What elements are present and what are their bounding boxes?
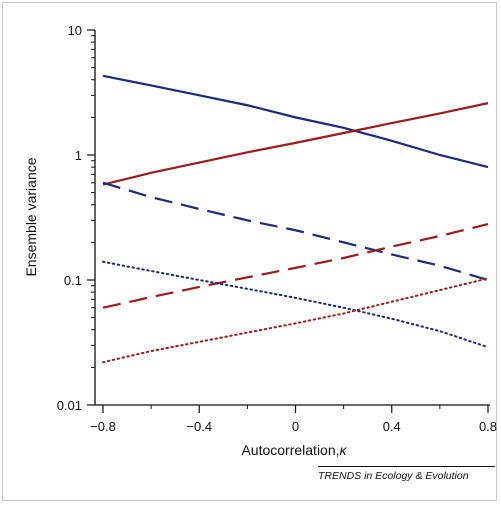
kappa-symbol: κ bbox=[340, 442, 348, 458]
x-tick-label: −0.8 bbox=[90, 419, 116, 434]
series-line-dashed bbox=[102, 223, 489, 309]
axes bbox=[94, 30, 490, 406]
y-axis-label: Ensemble variance bbox=[23, 157, 39, 276]
y-ticks: 0.01 0.1 1 10 bbox=[57, 23, 95, 413]
y-tick-label: 1 bbox=[75, 148, 82, 163]
x-tick-label: 0 bbox=[292, 419, 299, 434]
credit-rule bbox=[318, 466, 495, 467]
series-line-dashed bbox=[102, 181, 489, 282]
series-line-dotted bbox=[102, 277, 489, 364]
series-line-solid bbox=[102, 102, 489, 186]
x-tick-label: 0.4 bbox=[383, 419, 401, 434]
x-tick-label: 0.8 bbox=[479, 419, 497, 434]
figure-frame bbox=[2, 2, 497, 501]
x-tick-label: −0.4 bbox=[186, 419, 212, 434]
series-layer bbox=[102, 74, 489, 364]
y-tick-label: 0.1 bbox=[64, 273, 82, 288]
y-tick-label: 10 bbox=[68, 23, 82, 38]
y-tick-label: 0.01 bbox=[57, 398, 82, 413]
x-ticks: −0.8 −0.4 0 0.4 0.8 bbox=[90, 405, 497, 434]
figure-credit: TRENDS in Ecology & Evolution bbox=[318, 470, 469, 482]
series-line-dotted bbox=[102, 260, 489, 349]
x-axis-label: Autocorrelation,κ bbox=[241, 442, 347, 458]
series-line-solid bbox=[102, 74, 489, 169]
x-axis-label-text: Autocorrelation, bbox=[241, 442, 339, 458]
